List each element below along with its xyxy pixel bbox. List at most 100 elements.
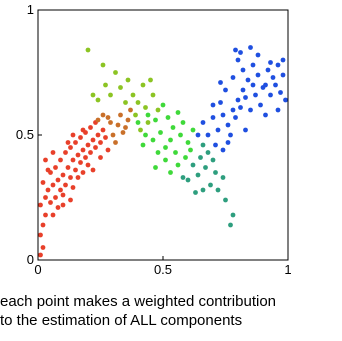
- data-point-blue: [218, 80, 223, 85]
- data-point-red: [40, 180, 46, 185]
- data-point-orange: [125, 117, 131, 123]
- y-tick-label: 1: [27, 2, 34, 17]
- points-layer: [38, 45, 288, 258]
- data-point-yellow_green: [135, 100, 141, 105]
- data-point-blue: [280, 57, 286, 63]
- data-point-green: [163, 157, 168, 163]
- data-point-green: [150, 137, 156, 143]
- data-point-red: [48, 200, 53, 205]
- data-point-yellow_green: [150, 92, 156, 98]
- data-point-red: [40, 245, 46, 250]
- data-point-yellow_green: [155, 107, 161, 113]
- data-point-yellow_green: [130, 92, 136, 98]
- data-point-orange: [128, 107, 133, 113]
- data-point-teal: [200, 187, 206, 193]
- data-point-red: [73, 140, 78, 145]
- plot-area: [38, 10, 288, 260]
- data-point-teal: [193, 190, 198, 195]
- data-point-red: [78, 135, 83, 140]
- data-point-red: [85, 162, 91, 168]
- data-point-blue: [248, 45, 253, 50]
- data-point-red: [95, 132, 101, 138]
- data-point-red: [93, 145, 98, 150]
- data-point-teal: [190, 162, 196, 168]
- data-point-orange: [123, 125, 128, 130]
- data-point-red: [53, 165, 58, 170]
- data-point-red: [58, 187, 63, 193]
- data-point-blue: [280, 72, 286, 78]
- data-point-teal: [220, 175, 226, 180]
- data-point-blue: [248, 107, 253, 113]
- data-point-blue: [233, 47, 238, 53]
- data-point-green: [135, 120, 141, 125]
- data-point-blue: [263, 112, 268, 118]
- data-point-orange: [118, 112, 123, 118]
- data-point-red: [98, 155, 103, 160]
- data-point-blue: [240, 87, 246, 93]
- data-point-green: [158, 130, 163, 135]
- x-tick-label: 0.5: [154, 262, 172, 277]
- data-point-green: [180, 120, 186, 125]
- data-point-yellow_green: [118, 85, 123, 90]
- data-point-teal: [200, 142, 206, 148]
- data-point-blue: [228, 132, 233, 138]
- data-point-red: [68, 197, 73, 203]
- data-point-teal: [223, 197, 228, 203]
- data-point-red: [73, 167, 78, 173]
- data-point-blue: [263, 82, 268, 88]
- data-point-blue: [210, 102, 216, 108]
- data-point-yellow_green: [145, 120, 151, 125]
- data-point-yellow_green: [103, 82, 108, 88]
- x-tick-label: 0: [34, 262, 41, 277]
- data-point-orange: [113, 140, 118, 145]
- data-point-blue: [205, 132, 211, 138]
- data-point-red: [88, 150, 93, 155]
- data-point-blue: [250, 82, 256, 88]
- data-point-red: [55, 205, 61, 210]
- data-point-red: [75, 175, 81, 180]
- data-point-blue: [273, 82, 278, 88]
- data-point-red: [38, 252, 43, 258]
- data-point-blue: [233, 115, 238, 120]
- data-point-blue: [210, 115, 216, 120]
- data-point-yellow_green: [108, 92, 113, 98]
- data-point-blue: [225, 122, 231, 128]
- data-point-red: [40, 222, 46, 228]
- data-point-yellow_green: [123, 100, 128, 105]
- data-point-orange: [115, 122, 121, 128]
- data-point-green: [190, 127, 196, 133]
- data-point-red: [38, 232, 43, 238]
- data-point-red: [43, 195, 48, 200]
- data-point-green: [155, 150, 161, 155]
- data-point-red: [88, 125, 93, 130]
- data-point-blue: [218, 100, 223, 105]
- data-point-teal: [205, 150, 211, 155]
- data-point-blue: [243, 95, 248, 100]
- caption-line-1: each point makes a weighted contribution: [0, 293, 277, 310]
- data-point-yellow_green: [148, 77, 153, 83]
- data-point-orange: [108, 120, 113, 125]
- data-point-yellow_green: [100, 62, 106, 68]
- data-point-blue: [240, 67, 246, 73]
- data-point-yellow_green: [140, 82, 146, 88]
- data-point-teal: [180, 175, 186, 180]
- data-point-red: [80, 170, 86, 175]
- data-point-red: [80, 127, 86, 133]
- data-point-yellow_green: [138, 127, 143, 133]
- data-point-orange: [120, 130, 126, 135]
- data-point-blue: [215, 127, 221, 133]
- data-point-teal: [208, 182, 213, 188]
- data-point-green: [175, 110, 181, 115]
- data-point-green: [140, 142, 146, 148]
- data-point-green: [143, 132, 148, 138]
- data-point-green: [188, 147, 193, 153]
- data-point-red: [90, 167, 96, 173]
- data-point-red: [70, 157, 76, 163]
- data-point-blue: [220, 147, 226, 153]
- data-point-red: [100, 127, 106, 133]
- data-point-green: [153, 165, 158, 170]
- data-point-green: [168, 170, 173, 175]
- data-point-blue: [243, 127, 248, 133]
- data-point-green: [153, 117, 158, 123]
- data-point-red: [53, 195, 58, 200]
